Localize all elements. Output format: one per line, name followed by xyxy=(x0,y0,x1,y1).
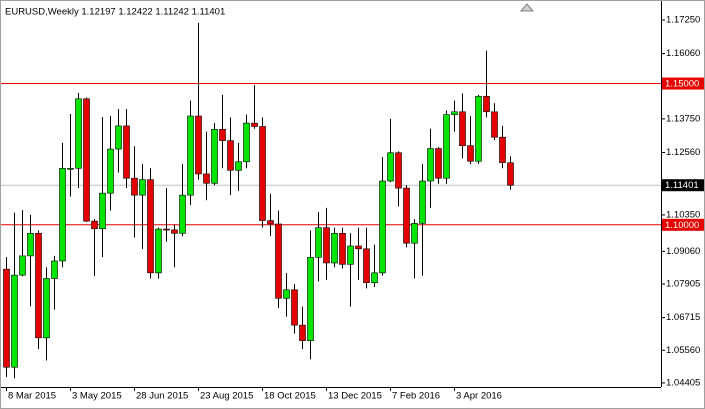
candle-body xyxy=(83,98,90,222)
candle-body xyxy=(187,115,194,196)
y-tick-label: 1.07905 xyxy=(666,279,700,290)
shift-icon xyxy=(519,3,535,12)
x-tick-label: 7 Feb 2016 xyxy=(392,391,440,402)
y-tick-label: 1.10350 xyxy=(666,209,700,220)
level-label-box xyxy=(662,218,704,231)
x-tick-label: 28 Jun 2015 xyxy=(136,391,188,402)
candle-body xyxy=(67,167,74,170)
candle-body xyxy=(291,289,298,326)
candle-body xyxy=(75,98,82,169)
candle-body xyxy=(387,152,394,182)
y-tick-label: 1.06715 xyxy=(666,312,700,323)
candle-body xyxy=(483,95,490,113)
candle-body xyxy=(355,245,362,250)
candle-body xyxy=(19,255,26,276)
candle-body xyxy=(11,274,18,368)
candle-body xyxy=(259,126,266,221)
candle-body xyxy=(379,180,386,274)
candle-body xyxy=(27,232,34,257)
x-tick-label: 3 May 2015 xyxy=(72,391,122,402)
current-price-label-box xyxy=(662,179,704,192)
candle-body xyxy=(339,232,346,265)
y-tick-label: 1.12560 xyxy=(666,147,700,158)
candle-body xyxy=(459,111,466,146)
candle-body xyxy=(371,272,378,284)
candle-body xyxy=(195,115,202,175)
candle-body xyxy=(467,145,474,162)
x-tick-label: 18 Oct 2015 xyxy=(264,391,316,402)
candle-body xyxy=(235,161,242,171)
candle-body xyxy=(251,122,258,127)
candle-body xyxy=(147,179,154,274)
x-tick-label: 23 Aug 2015 xyxy=(200,391,253,402)
candle-body xyxy=(507,162,514,186)
y-tick-label: 1.16060 xyxy=(666,48,700,59)
candle-body xyxy=(211,129,218,184)
y-tick-label: 1.05560 xyxy=(666,345,700,356)
candle-body xyxy=(475,95,482,162)
candle-body xyxy=(283,289,290,299)
candle-body xyxy=(363,248,370,284)
candle-body xyxy=(163,228,170,231)
candle-body xyxy=(203,173,210,184)
candle-body xyxy=(411,223,418,244)
candle-body xyxy=(491,111,498,138)
candle-body xyxy=(451,111,458,115)
candle-body xyxy=(139,179,146,196)
candle-body xyxy=(123,125,130,179)
candle-body xyxy=(91,220,98,230)
candle-body xyxy=(323,227,330,264)
x-tick-label: 13 Dec 2015 xyxy=(328,391,382,402)
candle-body xyxy=(219,129,226,141)
candle-body xyxy=(419,180,426,224)
candle-body xyxy=(115,125,122,150)
x-tick-label: 8 Mar 2015 xyxy=(8,391,56,402)
candle-body xyxy=(299,324,306,341)
candle-body xyxy=(499,136,506,163)
candle-body xyxy=(307,257,314,341)
y-tick-label: 1.04405 xyxy=(666,377,700,388)
candle-body xyxy=(131,177,138,196)
candle-body xyxy=(43,278,50,339)
candle-body xyxy=(179,194,186,234)
candle-body xyxy=(155,228,162,274)
candle-body xyxy=(35,232,42,339)
candle-body xyxy=(107,148,114,194)
candle-body xyxy=(395,152,402,189)
candle-body xyxy=(347,245,354,265)
level-label-box xyxy=(662,77,704,90)
level-label: 1.10000 xyxy=(665,220,699,231)
current-price-label: 1.11401 xyxy=(665,180,699,191)
candle-body xyxy=(403,187,410,244)
y-tick-label: 1.17250 xyxy=(666,14,700,25)
candle-body xyxy=(3,268,10,368)
level-label: 1.15000 xyxy=(665,79,699,90)
candle-body xyxy=(51,260,58,279)
candle-body xyxy=(99,192,106,230)
chart-title: EURUSD,Weekly 1.12197 1.12422 1.11242 1.… xyxy=(5,7,225,18)
y-tick-label: 1.09060 xyxy=(666,246,700,257)
candle-body xyxy=(267,220,274,225)
candle-body xyxy=(435,148,442,179)
candle-body xyxy=(427,148,434,182)
candle-body xyxy=(315,227,322,258)
candle-body xyxy=(59,167,66,262)
candle-body xyxy=(443,114,450,179)
candle-body xyxy=(275,223,282,299)
candle-body xyxy=(227,140,234,171)
candle-body xyxy=(171,229,178,234)
candle-body xyxy=(331,232,338,264)
y-tick-label: 1.13750 xyxy=(666,113,700,124)
x-tick-label: 3 Apr 2016 xyxy=(456,391,502,402)
candle-body xyxy=(243,122,250,163)
